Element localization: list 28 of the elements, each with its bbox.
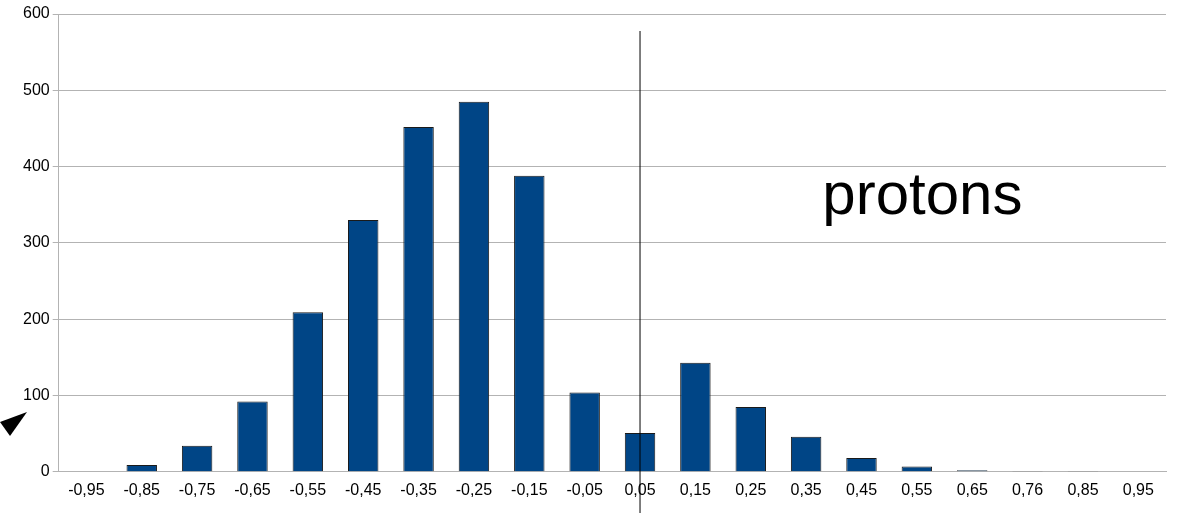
x-tick-label: -0,55 bbox=[289, 480, 327, 498]
x-tick-label: 0,76 bbox=[1012, 480, 1044, 498]
y-tick-label: 600 bbox=[22, 4, 50, 22]
annotation: protons bbox=[822, 159, 1023, 227]
y-tick-label: 100 bbox=[22, 385, 50, 403]
x-tick-label: -0,25 bbox=[455, 480, 493, 498]
x-tick-label: -0,75 bbox=[178, 480, 216, 498]
x-tick-label: 0,25 bbox=[735, 480, 767, 498]
x-tick-label: 0,15 bbox=[679, 480, 712, 498]
x-tick-label: -0,35 bbox=[400, 480, 437, 498]
y-tick-label: 400 bbox=[22, 157, 50, 175]
x-tick-label: -0,05 bbox=[566, 480, 603, 498]
x-tick-label: 0,05 bbox=[624, 480, 656, 498]
x-tick-label: -0,65 bbox=[234, 480, 271, 498]
x-tick-label: 0,95 bbox=[1122, 480, 1154, 498]
x-tick-label: 0,45 bbox=[845, 480, 878, 498]
y-tick-label: 0 bbox=[40, 462, 50, 480]
x-tick-label: 0,35 bbox=[790, 480, 822, 498]
x-tick-label: 0,85 bbox=[1067, 480, 1099, 498]
x-tick-label: -0,95 bbox=[68, 480, 105, 498]
x-tick-label: 0,55 bbox=[901, 480, 933, 498]
y-tick-label: 500 bbox=[22, 80, 50, 98]
x-tick-label: 0,65 bbox=[956, 480, 988, 498]
x-tick-label: -0,45 bbox=[344, 480, 382, 498]
x-tick-label: -0,15 bbox=[511, 480, 548, 498]
y-tick-label: 200 bbox=[22, 309, 50, 327]
x-tick-label: -0,85 bbox=[123, 480, 161, 498]
y-tick-label: 300 bbox=[22, 233, 50, 251]
